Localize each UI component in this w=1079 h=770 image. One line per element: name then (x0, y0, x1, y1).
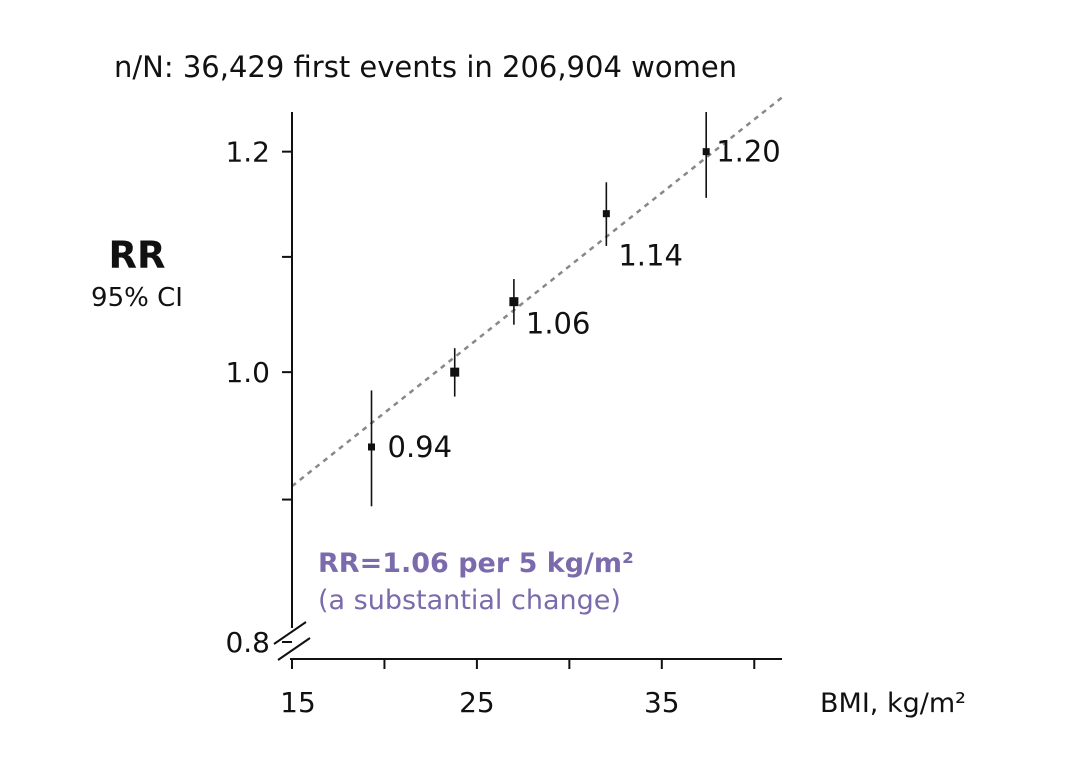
trend-line (291, 96, 783, 488)
point-marker (368, 443, 376, 451)
y-tick-label: 1.2 (225, 136, 270, 169)
data-points: 0.94 1.06 1.14 1.20 (368, 112, 781, 507)
axes: 0.8 1.0 1.2 15 25 35 (225, 112, 782, 719)
y-axis-label: RR (109, 234, 166, 277)
x-tick-label: 15 (280, 686, 316, 719)
point-marker (509, 297, 519, 307)
point-marker (602, 210, 610, 218)
point-label: 0.94 (388, 430, 453, 464)
axis-break-mark (273, 621, 307, 645)
point-label: 1.14 (618, 239, 683, 273)
y-tick-label: 1.0 (225, 356, 270, 389)
trend-line-group (291, 96, 783, 488)
point-label: 1.06 (526, 307, 591, 341)
x-axis-label: BMI, kg/m² (820, 688, 966, 719)
axis-break-mark (277, 637, 311, 661)
point-marker (702, 148, 710, 156)
point-marker (450, 367, 460, 377)
y-axis-sublabel: 95% CI (91, 283, 183, 313)
chart-subtitle: n/N: 36,429 first events in 206,904 wome… (114, 50, 737, 84)
annotation-line2: (a substantial change) (318, 585, 621, 616)
x-tick-label: 35 (644, 686, 680, 719)
x-tick-label: 25 (459, 686, 495, 719)
y-tick-label: 0.8 (225, 626, 270, 659)
point-label: 1.20 (716, 135, 781, 169)
annotation-line1: RR=1.06 per 5 kg/m² (318, 548, 634, 579)
